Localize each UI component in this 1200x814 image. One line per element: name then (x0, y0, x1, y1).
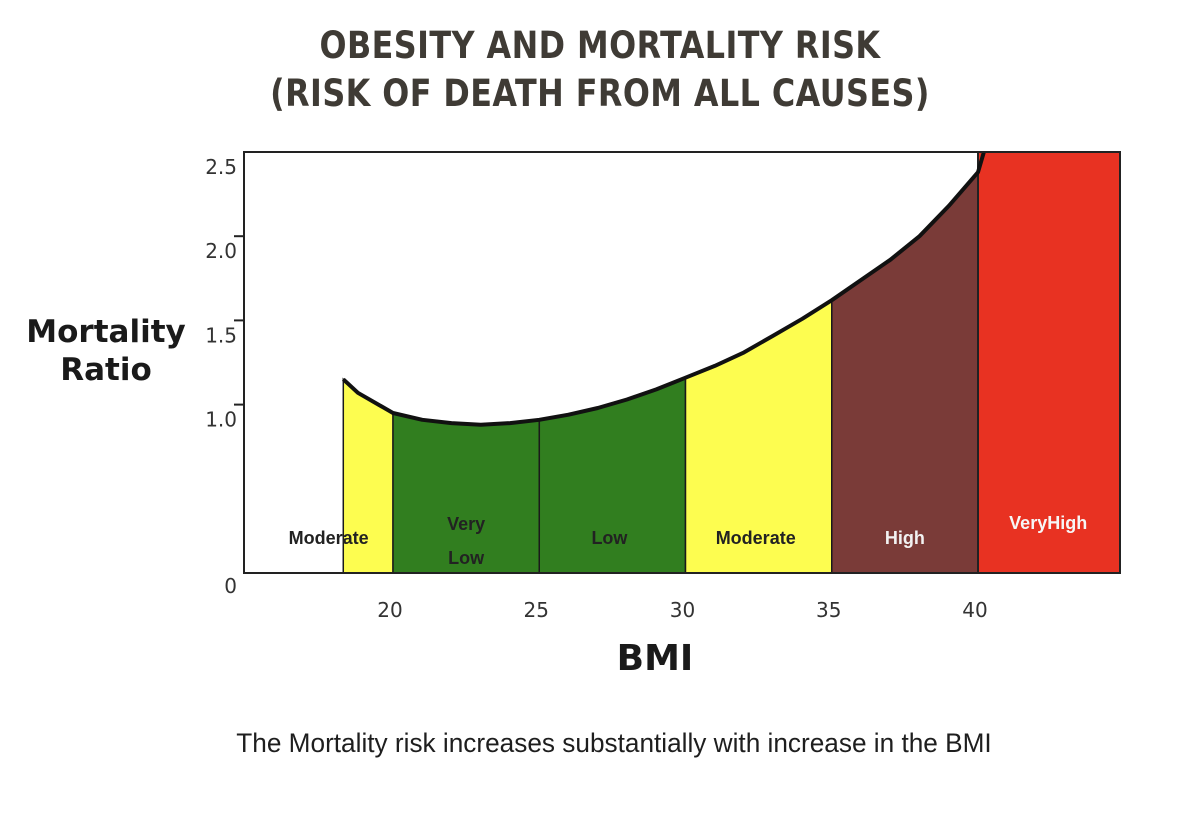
band-5 (977, 151, 1121, 574)
chart-title-line-2: (RISK OF DEATH FROM ALL CAUSES) (270, 72, 930, 115)
y-axis-label-line-2: Ratio (60, 352, 152, 388)
band-label-3: Moderate (716, 528, 796, 548)
band-label-0: Moderate (289, 528, 369, 548)
x-axis-label: BMI (617, 638, 694, 679)
x-tick-label-1: 25 (524, 598, 549, 622)
chart-caption: The Mortality risk increases substantial… (236, 728, 992, 758)
plot-frame (243, 151, 1121, 574)
x-tick-label-4: 40 (962, 598, 987, 622)
mortality-curve (341, 151, 986, 427)
chart-title-line-1: OBESITY AND MORTALITY RISK (319, 24, 881, 67)
y-tick-label-3: 2.0 (205, 239, 237, 263)
y-tick-label-0: 0 (224, 574, 237, 598)
x-tick-label-3: 35 (816, 598, 841, 622)
x-tick-label-0: 20 (377, 598, 402, 622)
band-label-1-line1: Very (447, 514, 485, 534)
band-label-1-line2: Low (448, 548, 485, 568)
band-label-4: High (885, 528, 925, 548)
band-label-2: Low (591, 528, 628, 548)
y-axis-label-line-1: Mortality (26, 314, 185, 350)
y-tick-label-2: 1.5 (205, 323, 237, 347)
y-tick-label-1: 1.0 (205, 408, 237, 432)
band-label-5: VeryHigh (1009, 513, 1087, 533)
x-tick-label-2: 30 (670, 598, 695, 622)
y-tick-label-4: 2.5 (205, 155, 237, 179)
